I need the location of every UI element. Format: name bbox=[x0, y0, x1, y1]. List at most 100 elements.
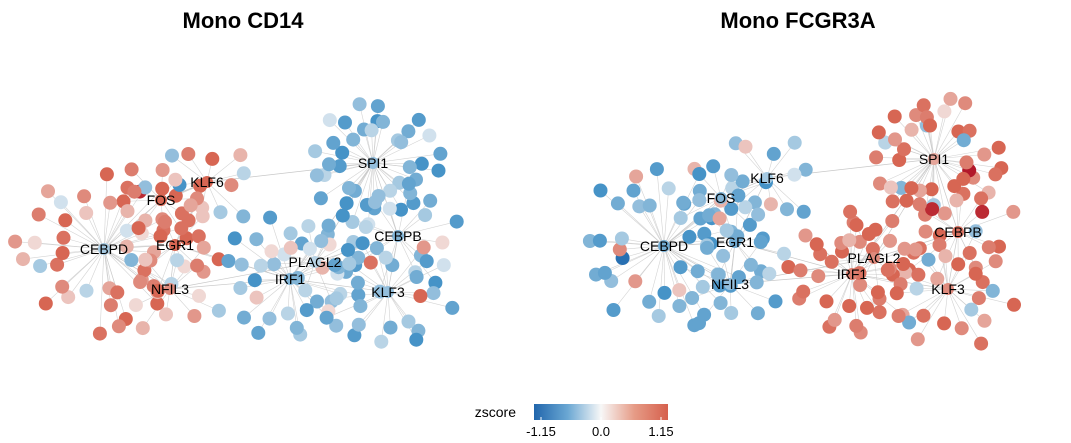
target-node bbox=[127, 184, 142, 199]
target-node bbox=[860, 300, 874, 315]
edge bbox=[800, 270, 853, 275]
target-node bbox=[369, 241, 384, 256]
hub-node bbox=[761, 172, 773, 184]
target-node bbox=[916, 308, 931, 323]
hub-edge bbox=[169, 278, 291, 290]
edge bbox=[908, 288, 949, 323]
target-node bbox=[335, 145, 350, 160]
edge bbox=[933, 103, 966, 160]
target-node bbox=[916, 98, 931, 113]
target-node bbox=[888, 132, 902, 147]
edge bbox=[619, 245, 665, 250]
hub-label-klf6: KLF6 bbox=[190, 174, 224, 190]
target-node bbox=[153, 229, 168, 244]
target-node bbox=[762, 266, 777, 281]
target-node bbox=[719, 223, 734, 238]
target-node bbox=[378, 250, 393, 265]
target-node bbox=[103, 298, 118, 313]
hub-node bbox=[952, 226, 964, 238]
target-node bbox=[413, 289, 428, 303]
edge bbox=[663, 245, 740, 278]
target-node bbox=[247, 273, 262, 288]
edge bbox=[663, 202, 684, 247]
target-node bbox=[777, 246, 791, 261]
target-node bbox=[211, 303, 226, 318]
edge bbox=[610, 245, 665, 282]
target-node bbox=[724, 306, 739, 320]
target-node bbox=[423, 193, 438, 208]
node-layer bbox=[582, 91, 1021, 351]
target-node bbox=[690, 264, 705, 279]
panel-mono-cd14: Mono CD14 SPI1 KLF6 FOS CEBPD EGR1 NFIL3 CEBPB… bbox=[8, 8, 464, 349]
target-node bbox=[985, 283, 1000, 298]
target-node bbox=[702, 208, 717, 223]
target-node bbox=[692, 193, 707, 208]
edge bbox=[367, 162, 374, 225]
target-node bbox=[299, 303, 314, 318]
edge bbox=[372, 121, 384, 164]
target-node bbox=[309, 168, 324, 183]
target-node bbox=[58, 213, 73, 228]
legend-colorbar bbox=[534, 404, 668, 420]
edge bbox=[174, 244, 219, 260]
target-node bbox=[445, 300, 460, 315]
hub-edge bbox=[169, 261, 316, 290]
target-node bbox=[910, 332, 925, 347]
target-node bbox=[128, 298, 143, 313]
target-node bbox=[383, 183, 398, 198]
target-node bbox=[661, 181, 676, 196]
target-node bbox=[233, 148, 248, 163]
target-node bbox=[642, 198, 657, 213]
target-node bbox=[16, 252, 30, 267]
target-node bbox=[731, 188, 746, 203]
target-node bbox=[335, 208, 350, 223]
target-node bbox=[937, 316, 952, 331]
edge bbox=[621, 238, 665, 247]
edge bbox=[604, 245, 665, 274]
target-node bbox=[401, 314, 416, 329]
target-node bbox=[346, 132, 361, 147]
target-node bbox=[988, 254, 1003, 269]
target-node bbox=[885, 214, 900, 228]
target-node bbox=[61, 290, 76, 305]
target-node bbox=[959, 155, 974, 170]
target-node bbox=[111, 319, 126, 334]
target-node bbox=[956, 133, 971, 148]
target-node bbox=[213, 205, 228, 220]
edge bbox=[766, 177, 804, 213]
target-node bbox=[743, 257, 758, 272]
target-node bbox=[912, 197, 927, 212]
edge bbox=[649, 205, 665, 247]
hub-edge bbox=[314, 235, 399, 263]
target-node bbox=[943, 91, 958, 106]
edge bbox=[663, 245, 718, 275]
target-node bbox=[133, 275, 148, 289]
target-node bbox=[968, 224, 983, 239]
target-node bbox=[370, 99, 385, 114]
target-node bbox=[319, 310, 334, 325]
target-node bbox=[937, 104, 952, 119]
hub-label-egr1: EGR1 bbox=[156, 237, 194, 253]
target-node bbox=[310, 294, 324, 309]
target-node bbox=[8, 234, 23, 249]
hub-node bbox=[658, 240, 670, 252]
target-node bbox=[958, 96, 973, 111]
target-node bbox=[283, 240, 298, 255]
target-node bbox=[363, 255, 378, 270]
target-node bbox=[55, 246, 70, 260]
edge bbox=[600, 190, 665, 247]
target-node bbox=[428, 275, 443, 290]
target-node bbox=[341, 243, 355, 257]
panel-title: Mono CD14 bbox=[183, 8, 305, 33]
target-node bbox=[103, 195, 118, 210]
hub-edge bbox=[663, 197, 722, 247]
target-node bbox=[887, 109, 902, 124]
hub-node bbox=[284, 273, 296, 285]
target-node bbox=[236, 209, 251, 224]
target-node bbox=[53, 195, 68, 210]
edge bbox=[243, 278, 291, 318]
hub-label-egr1: EGR1 bbox=[716, 234, 754, 250]
target-node bbox=[339, 196, 354, 211]
target-node bbox=[991, 140, 1006, 155]
target-node bbox=[263, 210, 278, 225]
